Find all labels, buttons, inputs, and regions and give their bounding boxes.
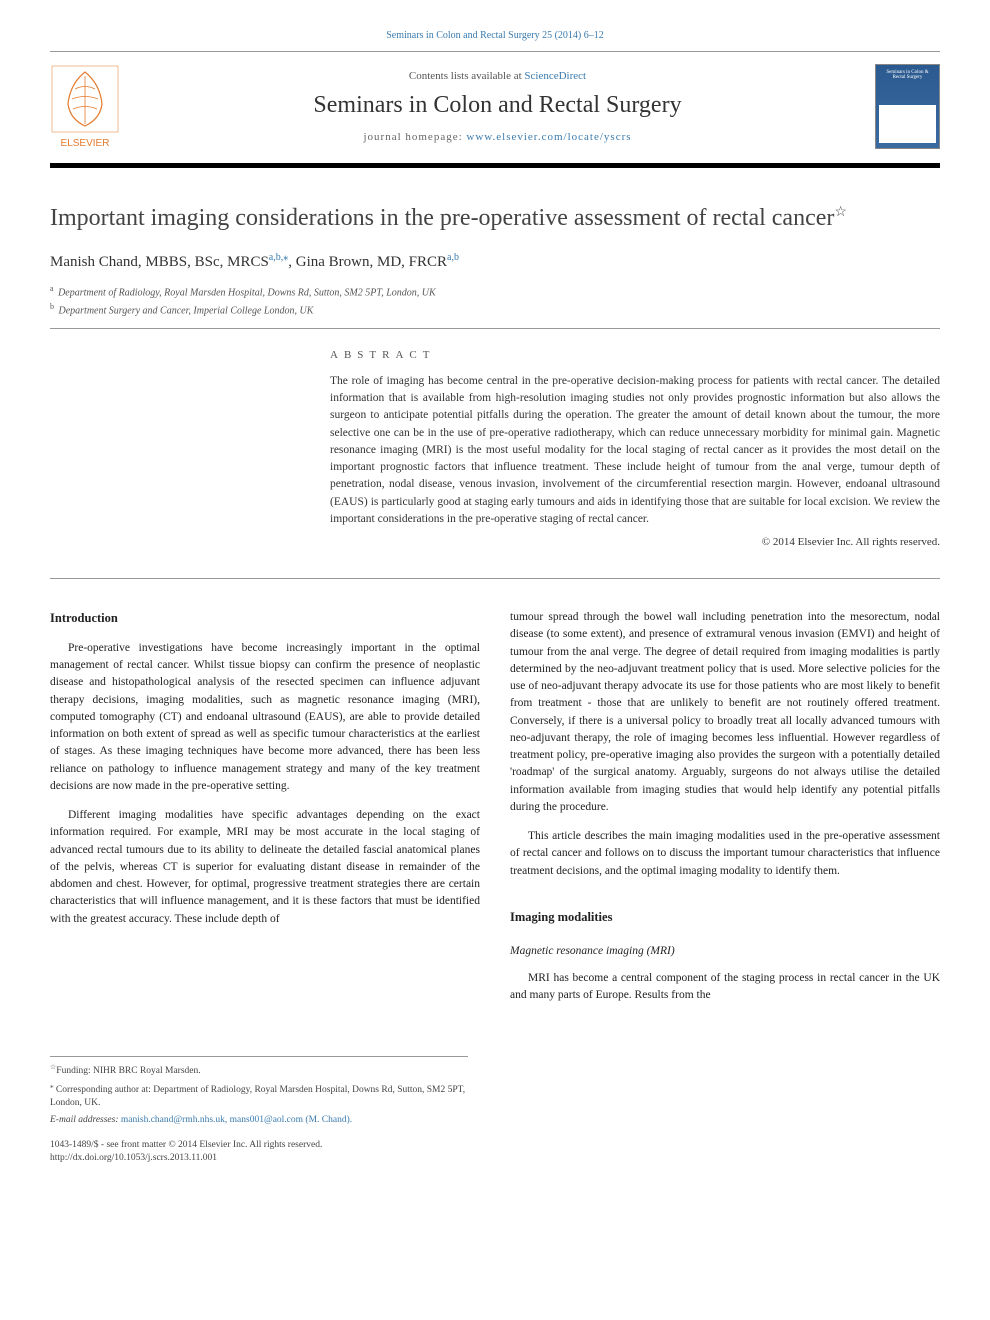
svg-text:ELSEVIER: ELSEVIER [61, 138, 110, 149]
title-funding-marker: ☆ [834, 205, 847, 220]
publication-info: 1043-1489/$ - see front matter © 2014 El… [50, 1139, 940, 1166]
corr-marker: ⁎ [50, 1082, 54, 1090]
abstract-label: ABSTRACT [330, 349, 940, 361]
left-column: Introduction Pre-operative investigation… [50, 609, 480, 1016]
article-title: Important imaging considerations in the … [50, 203, 940, 234]
right-column: tumour spread through the bowel wall inc… [510, 609, 940, 1016]
journal-header: ELSEVIER Contents lists available at Sci… [50, 51, 940, 161]
header-rule [50, 163, 940, 168]
footnotes: ☆Funding: NIHR BRC Royal Marsden. ⁎ Corr… [50, 1056, 468, 1127]
author-list: Manish Chand, MBBS, BSc, MRCSa,b,⁎, Gina… [50, 252, 940, 271]
author-email[interactable]: manish.chand@rmh.nhs.uk, mans001@aol.com… [121, 1115, 352, 1125]
body-columns: Introduction Pre-operative investigation… [50, 609, 940, 1016]
journal-homepage: journal homepage: www.elsevier.com/locat… [135, 131, 860, 143]
abstract-copyright: © 2014 Elsevier Inc. All rights reserved… [330, 536, 940, 548]
author-2-affil[interactable]: a,b [447, 252, 459, 263]
publisher-logo: ELSEVIER [50, 64, 120, 149]
imaging-modalities-heading: Imaging modalities [510, 908, 940, 927]
citation-link[interactable]: Seminars in Colon and Rectal Surgery 25 … [386, 30, 604, 41]
journal-name: Seminars in Colon and Rectal Surgery [135, 92, 860, 119]
abstract-text: The role of imaging has become central i… [330, 373, 940, 528]
col2-paragraph-1: tumour spread through the bowel wall inc… [510, 609, 940, 816]
intro-paragraph-1: Pre-operative investigations have become… [50, 640, 480, 795]
affiliations: a Department of Radiology, Royal Marsden… [50, 283, 940, 318]
email-label: E-mail addresses: [50, 1115, 119, 1125]
author-1-affil[interactable]: a,b, [269, 252, 283, 263]
doi-line: http://dx.doi.org/10.1053/j.scrs.2013.11… [50, 1152, 940, 1165]
col2-paragraph-2: This article describes the main imaging … [510, 828, 940, 880]
abstract-section: ABSTRACT The role of imaging has become … [330, 349, 940, 548]
mri-paragraph-1: MRI has become a central component of th… [510, 970, 940, 1005]
author-2: Gina Brown, MD, FRCR [296, 254, 447, 270]
citation-header: Seminars in Colon and Rectal Surgery 25 … [50, 30, 940, 41]
divider-top [50, 328, 940, 329]
intro-paragraph-2: Different imaging modalities have specif… [50, 807, 480, 928]
author-1: Manish Chand, MBBS, BSc, MRCS [50, 254, 269, 270]
introduction-heading: Introduction [50, 609, 480, 628]
issn-line: 1043-1489/$ - see front matter © 2014 El… [50, 1139, 940, 1152]
journal-cover-thumbnail: Seminars in Colon & Rectal Surgery [875, 64, 940, 149]
divider-bottom [50, 578, 940, 579]
sciencedirect-link[interactable]: ScienceDirect [524, 70, 586, 82]
homepage-link[interactable]: www.elsevier.com/locate/yscrs [466, 131, 631, 143]
funding-note: Funding: NIHR BRC Royal Marsden. [56, 1067, 200, 1077]
contents-available: Contents lists available at ScienceDirec… [135, 70, 860, 82]
corresponding-note: Corresponding author at: Department of R… [50, 1085, 465, 1108]
mri-subheading: Magnetic resonance imaging (MRI) [510, 943, 940, 960]
